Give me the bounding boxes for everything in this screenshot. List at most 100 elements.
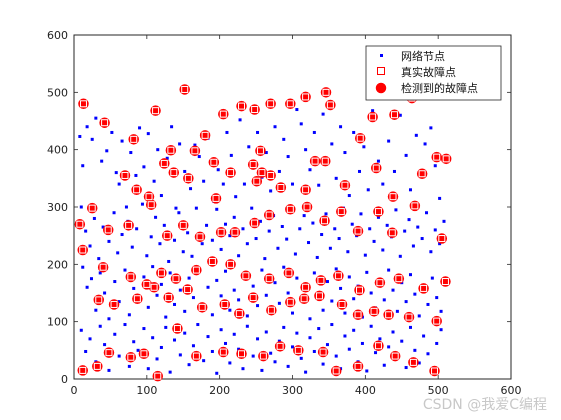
detected-fault-point bbox=[183, 173, 194, 184]
detected-fault-point bbox=[300, 184, 311, 196]
network-node-point bbox=[205, 223, 209, 227]
legend: 网络节点 真实故障点 检测到的故障点 bbox=[365, 45, 502, 101]
network-node-point bbox=[152, 179, 156, 183]
network-node-point bbox=[398, 254, 402, 258]
true-fault-point bbox=[300, 295, 308, 303]
network-node-point bbox=[113, 332, 117, 336]
true-fault-point bbox=[321, 217, 329, 225]
detected-fault-point bbox=[78, 98, 89, 110]
network-node-point bbox=[155, 357, 159, 361]
detected-fault-point bbox=[145, 199, 157, 210]
network-node-point bbox=[358, 169, 362, 173]
network-node-point bbox=[308, 168, 312, 172]
network-node-point bbox=[196, 323, 200, 327]
true-fault-point bbox=[235, 310, 243, 318]
detected-fault-point bbox=[393, 273, 405, 284]
detected-fault-point bbox=[300, 91, 311, 103]
detected-fault-point bbox=[374, 277, 386, 288]
network-node-point bbox=[167, 259, 171, 263]
network-node-point bbox=[237, 347, 241, 351]
network-node-point bbox=[215, 278, 219, 282]
network-node-point bbox=[173, 302, 177, 306]
network-node-point bbox=[363, 253, 367, 257]
network-node-point bbox=[360, 341, 364, 345]
legend-label-detected: 检测到的故障点 bbox=[401, 81, 478, 95]
network-node-point bbox=[426, 302, 430, 306]
network-node-point bbox=[308, 336, 312, 340]
data-marks bbox=[74, 84, 452, 382]
true-fault-point bbox=[303, 203, 311, 211]
detected-fault-point bbox=[74, 218, 86, 230]
detected-fault-point bbox=[159, 158, 170, 169]
network-node-point bbox=[79, 205, 83, 209]
detected-fault-point bbox=[371, 162, 382, 174]
detected-fault-point bbox=[161, 230, 173, 241]
network-node-point bbox=[245, 314, 249, 318]
network-node-point bbox=[149, 235, 153, 239]
network-node-point bbox=[324, 212, 328, 216]
true-fault-point bbox=[265, 275, 273, 283]
network-node-point bbox=[365, 369, 369, 373]
true-fault-point bbox=[302, 93, 310, 101]
network-node-point bbox=[206, 285, 210, 289]
network-node-point bbox=[241, 227, 245, 231]
network-node-point bbox=[117, 182, 121, 186]
true-fault-point bbox=[133, 295, 141, 303]
network-node-point bbox=[438, 196, 442, 200]
true-fault-point bbox=[431, 367, 439, 375]
detected-fault-point bbox=[77, 365, 88, 376]
network-node-point bbox=[372, 239, 376, 243]
network-node-point bbox=[385, 223, 389, 227]
true-fault-point bbox=[442, 155, 450, 163]
network-node-point bbox=[210, 313, 214, 317]
network-node-point bbox=[170, 125, 174, 129]
detected-fault-point bbox=[387, 191, 399, 202]
detected-fault-point bbox=[320, 87, 332, 98]
network-node-point bbox=[110, 130, 114, 134]
true-fault-point bbox=[163, 232, 171, 240]
detected-fault-point bbox=[429, 365, 440, 377]
network-node-point bbox=[315, 255, 319, 259]
network-node-point bbox=[232, 288, 236, 292]
network-node-point bbox=[269, 189, 273, 193]
network-node-point bbox=[362, 145, 366, 149]
y-tick-label: 200 bbox=[47, 258, 68, 271]
true-fault-point bbox=[354, 311, 362, 319]
true-fault-point bbox=[125, 221, 133, 229]
network-node-point bbox=[273, 360, 277, 364]
network-node-point bbox=[299, 356, 303, 360]
legend-label-nodes: 网络节点 bbox=[401, 49, 445, 63]
network-node-point bbox=[416, 225, 420, 229]
network-node-point bbox=[219, 294, 223, 298]
detected-fault-point bbox=[383, 309, 394, 321]
network-node-point bbox=[352, 130, 356, 134]
network-node-point bbox=[187, 363, 191, 367]
network-node-point bbox=[173, 338, 177, 342]
network-node-point bbox=[202, 179, 206, 183]
detected-fault-point bbox=[418, 283, 429, 294]
detected-fault-point bbox=[225, 259, 236, 270]
detected-fault-point bbox=[293, 345, 304, 356]
true-fault-point bbox=[95, 296, 103, 304]
network-node-point bbox=[387, 139, 391, 143]
detected-fault-point bbox=[128, 134, 139, 145]
network-node-point bbox=[311, 221, 315, 225]
network-node-point bbox=[159, 282, 163, 286]
network-node-point bbox=[103, 343, 107, 347]
network-node-point bbox=[132, 340, 136, 344]
network-node-point bbox=[232, 332, 236, 336]
network-node-point bbox=[433, 228, 437, 232]
network-node-point bbox=[138, 126, 142, 130]
true-fault-point bbox=[332, 367, 340, 375]
detected-fault-point bbox=[125, 351, 137, 363]
network-node-point bbox=[88, 244, 92, 248]
detected-fault-point bbox=[77, 244, 88, 256]
y-tick-label: 0 bbox=[61, 373, 68, 386]
true-fault-point bbox=[198, 303, 206, 311]
detected-fault-point bbox=[168, 167, 180, 178]
network-node-point bbox=[321, 112, 325, 116]
detected-fault-point bbox=[320, 155, 331, 167]
network-node-point bbox=[186, 231, 190, 235]
detected-fault-point bbox=[440, 276, 451, 287]
network-node-point bbox=[146, 305, 150, 309]
